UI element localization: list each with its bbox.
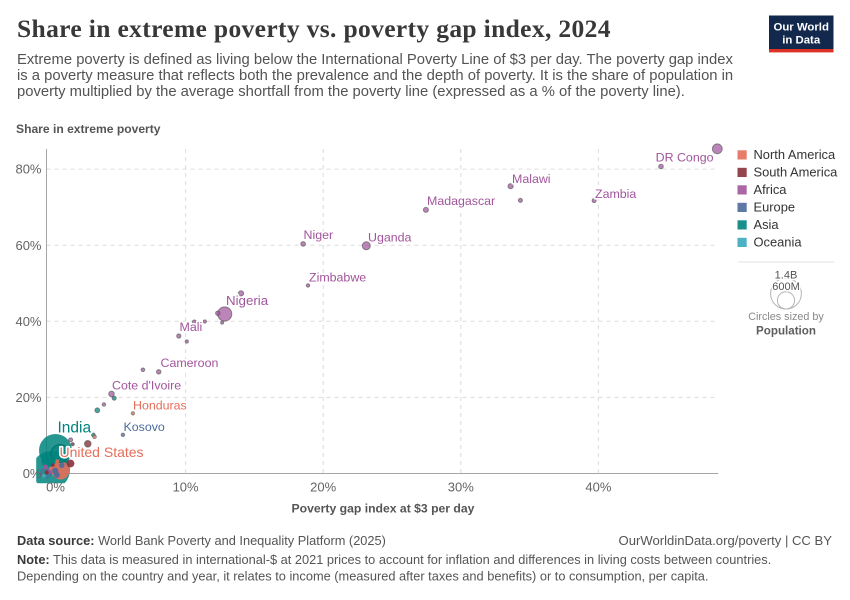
- svg-text:Uganda: Uganda: [368, 231, 412, 245]
- svg-text:Cote d'Ivoire: Cote d'Ivoire: [112, 379, 181, 393]
- svg-text:Asia: Asia: [754, 217, 780, 232]
- svg-text:Zambia: Zambia: [595, 187, 636, 201]
- svg-text:Circles sized by: Circles sized by: [748, 311, 824, 323]
- svg-text:Oceania: Oceania: [754, 234, 803, 249]
- svg-text:Population: Population: [756, 325, 816, 338]
- svg-text:OurWorldinData.org/poverty | C: OurWorldinData.org/poverty | CC BY: [619, 533, 833, 548]
- svg-text:Extreme poverty is defined as: Extreme poverty is defined as living bel…: [17, 52, 733, 68]
- svg-text:Europe: Europe: [754, 199, 796, 214]
- svg-text:Niger: Niger: [304, 228, 334, 242]
- svg-text:30%: 30%: [448, 480, 474, 495]
- svg-text:Data source: World Bank Povert: Data source: World Bank Poverty and Ineq…: [17, 533, 386, 548]
- svg-text:40%: 40%: [585, 480, 611, 495]
- svg-text:20%: 20%: [310, 480, 336, 495]
- svg-text:Nigeria: Nigeria: [226, 293, 269, 308]
- svg-text:40%: 40%: [15, 314, 41, 329]
- svg-text:Poverty gap index at $3 per da: Poverty gap index at $3 per day: [292, 502, 475, 516]
- svg-text:Note: This data is measured in: Note: This data is measured in internati…: [17, 552, 771, 567]
- svg-text:Malawi: Malawi: [512, 172, 551, 186]
- svg-text:80%: 80%: [15, 162, 41, 177]
- svg-text:Madagascar: Madagascar: [427, 194, 495, 208]
- svg-text:in Data: in Data: [782, 35, 821, 47]
- svg-text:is a poverty measure that refl: is a poverty measure that reflects both …: [17, 68, 733, 84]
- svg-text:0%: 0%: [23, 466, 42, 481]
- svg-text:DR Congo: DR Congo: [656, 151, 714, 165]
- svg-text:Depending on the country and y: Depending on the country and year, it re…: [17, 569, 708, 584]
- svg-text:India: India: [58, 420, 92, 437]
- svg-text:Share in extreme poverty: Share in extreme poverty: [16, 122, 161, 136]
- svg-text:poverty multiplied by the aver: poverty multiplied by the average shortf…: [17, 84, 685, 100]
- svg-text:600M: 600M: [772, 281, 800, 293]
- svg-text:Honduras: Honduras: [133, 399, 187, 413]
- svg-text:10%: 10%: [173, 480, 199, 495]
- svg-text:1.4B: 1.4B: [775, 269, 798, 281]
- svg-text:Africa: Africa: [754, 182, 788, 197]
- svg-text:Zimbabwe: Zimbabwe: [309, 271, 366, 285]
- svg-text:Mali: Mali: [180, 320, 203, 334]
- svg-text:Cameroon: Cameroon: [161, 356, 219, 370]
- svg-text:South America: South America: [754, 164, 839, 179]
- svg-text:United States: United States: [60, 444, 144, 460]
- svg-text:North America: North America: [754, 147, 836, 162]
- svg-text:Our World: Our World: [773, 22, 829, 34]
- svg-text:20%: 20%: [15, 390, 41, 405]
- svg-text:Kosovo: Kosovo: [124, 420, 165, 434]
- svg-text:Share in extreme poverty vs. p: Share in extreme poverty vs. poverty gap…: [17, 14, 611, 43]
- svg-text:0%: 0%: [46, 480, 65, 495]
- svg-text:60%: 60%: [15, 238, 41, 253]
